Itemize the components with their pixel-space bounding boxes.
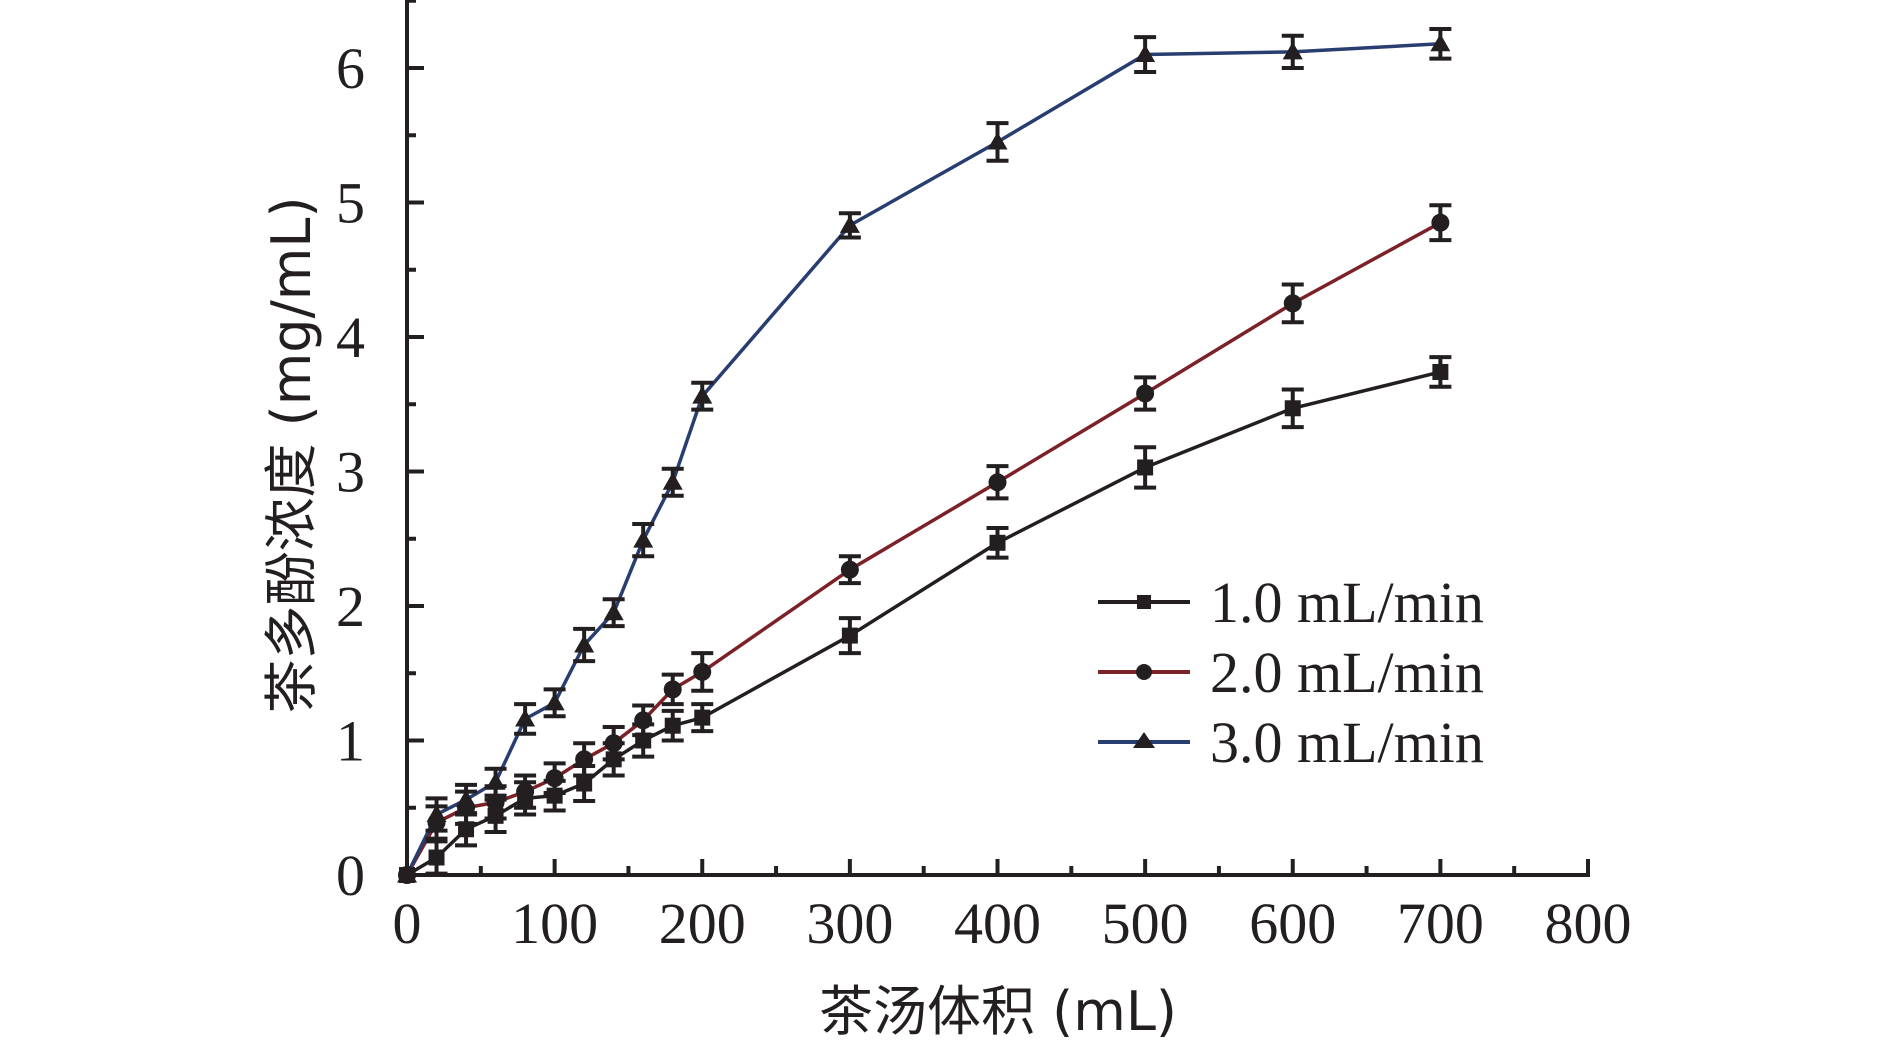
data-point-circle [634, 711, 653, 730]
data-point-triangle [1282, 41, 1303, 60]
data-point-triangle [544, 692, 565, 711]
data-point-triangle [633, 530, 654, 548]
y-ticks: 0 1 2 3 4 5 6 [336, 0, 424, 908]
data-point-circle [545, 769, 564, 788]
x-axis-title: 茶汤体积 (mL) [819, 980, 1177, 1043]
data-point-triangle [574, 635, 595, 653]
data-point-circle [486, 793, 505, 812]
series-line-3 [405, 42, 1441, 876]
plot-area [397, 26, 1452, 884]
data-point-square [1432, 363, 1449, 380]
data-point-circle [1431, 213, 1450, 232]
data-point-triangle [456, 789, 477, 808]
data-point-triangle [603, 602, 624, 621]
data-point-triangle [515, 708, 536, 727]
data-point-square [635, 732, 652, 749]
legend-item-3: 3.0 mL/min [1098, 710, 1484, 775]
y-tick-label: 4 [336, 305, 365, 370]
data-point-circle [604, 734, 623, 753]
data-point-square [546, 787, 563, 804]
legend: 1.0 mL/min 2.0 mL/min 3.0 mL/min [1098, 570, 1484, 775]
legend-label-3: 3.0 mL/min [1210, 710, 1484, 775]
x-tick-label: 600 [1249, 891, 1336, 956]
data-point-square [458, 821, 475, 838]
data-point-square [428, 849, 445, 866]
data-point-circle [840, 560, 859, 579]
data-point-square [694, 709, 711, 726]
data-point-triangle [662, 472, 683, 490]
data-point-triangle [1430, 33, 1451, 52]
data-point-square [1284, 400, 1301, 417]
data-point-circle [693, 662, 712, 681]
data-point-circle [1283, 294, 1302, 313]
legend-marker-triangle [1133, 732, 1155, 748]
data-point-circle [575, 750, 594, 769]
x-tick-label: 700 [1397, 891, 1484, 956]
series-lines [405, 42, 1442, 877]
y-tick-label: 3 [336, 440, 365, 505]
data-point-triangle [485, 772, 506, 790]
data-point-square [664, 717, 681, 734]
legend-marker-square [1137, 595, 1151, 609]
y-tick-label: 2 [336, 574, 365, 639]
legend-item-1: 1.0 mL/min [1098, 570, 1484, 635]
y-tick-label: 0 [336, 843, 365, 908]
markers [397, 33, 1451, 884]
data-point-circle [1136, 384, 1155, 403]
x-tick-label: 0 [393, 891, 422, 956]
x-tick-label: 500 [1102, 891, 1189, 956]
data-point-triangle [839, 215, 860, 233]
legend-item-2: 2.0 mL/min [1098, 640, 1484, 705]
x-tick-label: 800 [1545, 891, 1632, 956]
x-tick-label: 200 [659, 891, 746, 956]
data-point-square [989, 534, 1006, 551]
data-point-square [605, 751, 622, 768]
data-point-triangle [1135, 44, 1156, 63]
x-tick-label: 400 [954, 891, 1041, 956]
data-point-square [1137, 459, 1154, 476]
data-point-triangle [692, 386, 713, 404]
y-axis-title: 茶多酚浓度 (mg/mL) [260, 196, 323, 713]
x-tick-label: 300 [806, 891, 893, 956]
data-point-square [487, 807, 504, 824]
legend-label-1: 1.0 mL/min [1210, 570, 1484, 635]
data-point-square [841, 627, 858, 644]
data-point-circle [663, 680, 682, 699]
series-line-1 [406, 370, 1441, 877]
data-point-triangle [987, 131, 1008, 150]
legend-label-2: 2.0 mL/min [1210, 640, 1484, 705]
y-tick-label: 6 [336, 36, 365, 101]
data-point-circle [516, 782, 535, 801]
x-ticks: 0 100 200 300 400 500 600 700 800 [393, 859, 1632, 956]
legend-marker-circle [1136, 664, 1152, 680]
series-line-2 [405, 221, 1442, 876]
data-point-triangle [426, 804, 447, 822]
y-tick-label: 1 [336, 709, 365, 774]
data-point-square [576, 775, 593, 792]
axes: 0 100 200 300 400 500 600 700 800 0 1 2 3 4 5 6 [336, 0, 1632, 956]
x-tick-label: 100 [511, 891, 598, 956]
data-point-circle [988, 473, 1007, 492]
y-tick-label: 5 [336, 171, 365, 236]
